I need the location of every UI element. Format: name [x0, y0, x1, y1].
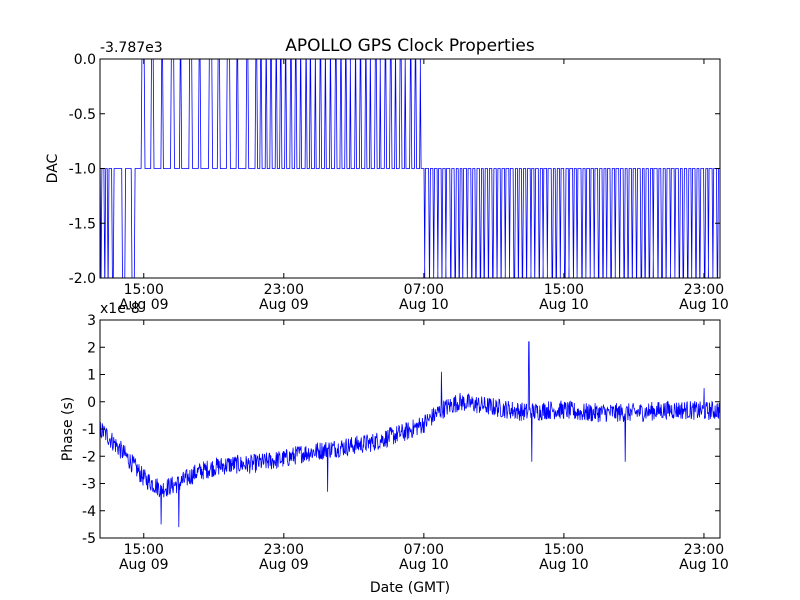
offset-text: x1e-8	[100, 301, 140, 317]
x-tick-label-time: 23:00	[264, 542, 304, 558]
y-tick-label: -4	[82, 504, 96, 520]
x-tick-label-time: 15:00	[544, 282, 584, 298]
x-tick-label-time: 15:00	[124, 542, 164, 558]
y-tick-label: 2	[87, 340, 96, 356]
x-tick-label-date: Aug 10	[399, 557, 449, 573]
x-tick-label-date: Aug 10	[539, 557, 589, 573]
x-tick-label-date: Aug 10	[539, 297, 589, 313]
x-tick-label-time: 23:00	[684, 542, 724, 558]
x-tick-label-date: Aug 10	[399, 297, 449, 313]
y-tick-label: -5	[82, 531, 96, 547]
y-axis-label: DAC	[45, 153, 61, 183]
x-tick-label-time: 07:00	[404, 282, 444, 298]
x-tick-label-date: Aug 09	[119, 557, 169, 573]
x-axis-label: Date (GMT)	[370, 580, 450, 596]
y-tick-label: -2.0	[69, 271, 96, 287]
x-tick-label-date: Aug 09	[119, 297, 169, 313]
y-tick-label: -1	[82, 422, 96, 438]
x-tick-label-time: 15:00	[124, 282, 164, 298]
y-tick-label: -1.5	[69, 216, 96, 232]
x-tick-label-time: 23:00	[264, 282, 304, 298]
y-tick-label: -2	[82, 449, 96, 465]
y-tick-label: 0	[87, 395, 96, 411]
x-tick-label-date: Aug 09	[259, 557, 309, 573]
x-tick-label-time: 07:00	[404, 542, 444, 558]
series-line	[99, 341, 721, 528]
x-tick-label-time: 15:00	[544, 542, 584, 558]
y-tick-label: 1	[87, 368, 96, 384]
y-tick-label: 0.0	[74, 52, 96, 68]
y-axis-label: Phase (s)	[60, 397, 76, 461]
x-tick-label-time: 23:00	[684, 282, 724, 298]
y-tick-label: -0.5	[69, 107, 96, 123]
offset-text: -3.787e3	[100, 40, 163, 56]
y-tick-label: -3	[82, 477, 96, 493]
y-tick-label: 3	[87, 313, 96, 329]
x-tick-label-date: Aug 10	[679, 557, 729, 573]
x-tick-label-date: Aug 09	[259, 297, 309, 313]
figure-title: APOLLO GPS Clock Properties	[285, 36, 535, 56]
y-tick-label: -1.0	[69, 162, 96, 178]
x-tick-label-date: Aug 10	[679, 297, 729, 313]
